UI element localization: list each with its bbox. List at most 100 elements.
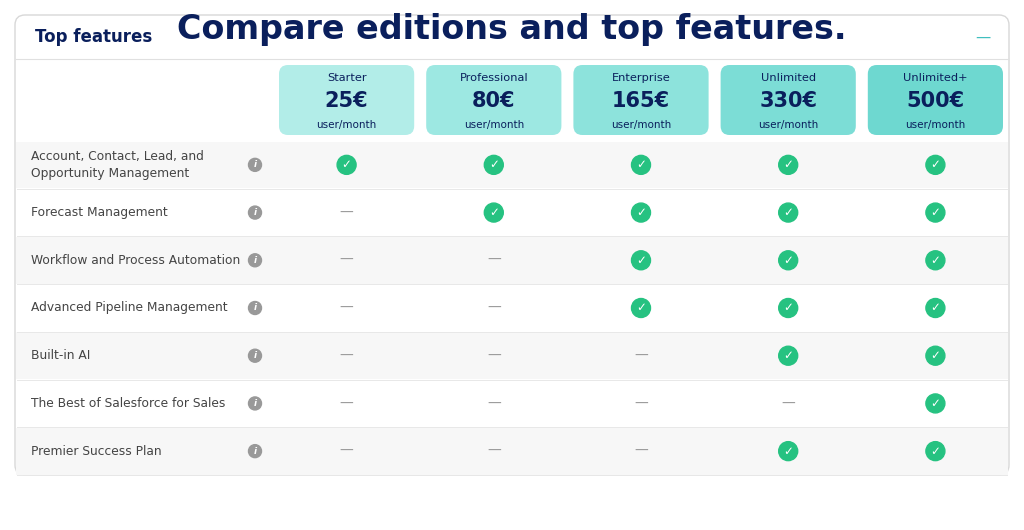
Text: user/month: user/month: [316, 120, 377, 130]
Text: user/month: user/month: [611, 120, 671, 130]
Circle shape: [778, 251, 798, 270]
Text: The Best of Salesforce for Sales: The Best of Salesforce for Sales: [31, 397, 225, 410]
Text: user/month: user/month: [464, 120, 524, 130]
Bar: [16, 285, 1008, 331]
Circle shape: [632, 203, 650, 222]
FancyBboxPatch shape: [15, 15, 1009, 475]
Text: —: —: [340, 301, 353, 315]
Circle shape: [249, 158, 261, 171]
Circle shape: [249, 254, 261, 267]
Text: Workflow and Process Automation: Workflow and Process Automation: [31, 254, 241, 267]
Text: Forecast Management: Forecast Management: [31, 206, 168, 219]
Text: —: —: [340, 253, 353, 267]
Circle shape: [778, 203, 798, 222]
Text: ✓: ✓: [488, 206, 499, 219]
Text: 25€: 25€: [325, 91, 369, 111]
Text: user/month: user/month: [758, 120, 818, 130]
Text: Top features: Top features: [35, 28, 153, 46]
Text: —: —: [340, 444, 353, 458]
Text: ✓: ✓: [783, 206, 794, 219]
Circle shape: [249, 302, 261, 314]
Bar: [16, 428, 1008, 474]
Text: ✓: ✓: [931, 254, 940, 267]
Text: i: i: [253, 304, 257, 313]
Circle shape: [778, 441, 798, 461]
FancyBboxPatch shape: [573, 65, 709, 135]
Text: —: —: [634, 349, 648, 363]
Text: ✓: ✓: [342, 158, 351, 171]
Circle shape: [926, 346, 945, 365]
Text: —: —: [487, 349, 501, 363]
Text: ✓: ✓: [636, 254, 646, 267]
Bar: [16, 189, 1008, 236]
Text: ✓: ✓: [931, 397, 940, 410]
Circle shape: [926, 394, 945, 413]
Text: ✓: ✓: [931, 302, 940, 314]
Circle shape: [926, 441, 945, 461]
Text: 330€: 330€: [759, 91, 817, 111]
Text: ✓: ✓: [783, 158, 794, 171]
Bar: [16, 332, 1008, 379]
Circle shape: [632, 251, 650, 270]
Circle shape: [249, 349, 261, 362]
Text: —: —: [487, 444, 501, 458]
Circle shape: [484, 203, 504, 222]
Text: i: i: [253, 447, 257, 456]
Text: 165€: 165€: [612, 91, 670, 111]
Circle shape: [926, 155, 945, 174]
Text: i: i: [253, 351, 257, 360]
FancyBboxPatch shape: [279, 65, 414, 135]
Text: —: —: [487, 301, 501, 315]
Text: Enterprise: Enterprise: [611, 73, 671, 83]
Text: ✓: ✓: [636, 206, 646, 219]
Text: 80€: 80€: [472, 91, 515, 111]
Text: —: —: [634, 396, 648, 410]
Text: Premier Success Plan: Premier Success Plan: [31, 445, 162, 457]
FancyBboxPatch shape: [867, 65, 1002, 135]
Text: Professional: Professional: [460, 73, 528, 83]
Text: ✓: ✓: [488, 158, 499, 171]
Text: ✓: ✓: [783, 349, 794, 362]
Circle shape: [926, 251, 945, 270]
Circle shape: [632, 155, 650, 174]
Text: ✓: ✓: [783, 254, 794, 267]
Text: ✓: ✓: [783, 302, 794, 314]
Circle shape: [337, 155, 356, 174]
Text: ✓: ✓: [931, 206, 940, 219]
Text: Compare editions and top features.: Compare editions and top features.: [177, 13, 847, 47]
Text: —: —: [340, 349, 353, 363]
Circle shape: [926, 298, 945, 317]
Text: i: i: [253, 161, 257, 170]
Text: —: —: [976, 30, 991, 45]
Text: Unlimited+: Unlimited+: [903, 73, 968, 83]
Circle shape: [249, 397, 261, 410]
Text: —: —: [340, 206, 353, 219]
Circle shape: [249, 445, 261, 457]
Text: i: i: [253, 208, 257, 217]
Text: —: —: [340, 396, 353, 410]
Text: —: —: [487, 253, 501, 267]
Text: ✓: ✓: [783, 445, 794, 457]
FancyBboxPatch shape: [721, 65, 856, 135]
Text: Built-in AI: Built-in AI: [31, 349, 90, 362]
Text: ✓: ✓: [931, 349, 940, 362]
Text: user/month: user/month: [905, 120, 966, 130]
Text: Advanced Pipeline Management: Advanced Pipeline Management: [31, 302, 227, 314]
Text: Starter: Starter: [327, 73, 367, 83]
Circle shape: [484, 155, 504, 174]
Circle shape: [778, 298, 798, 317]
Text: —: —: [781, 396, 795, 410]
Bar: [16, 380, 1008, 427]
Circle shape: [632, 298, 650, 317]
Text: ✓: ✓: [931, 158, 940, 171]
Bar: [16, 142, 1008, 188]
Text: ✓: ✓: [636, 302, 646, 314]
Text: Account, Contact, Lead, and
Opportunity Management: Account, Contact, Lead, and Opportunity …: [31, 150, 204, 180]
Circle shape: [926, 203, 945, 222]
Circle shape: [778, 346, 798, 365]
Text: —: —: [634, 444, 648, 458]
Text: ✓: ✓: [931, 445, 940, 457]
Text: i: i: [253, 256, 257, 265]
Bar: [16, 237, 1008, 284]
Circle shape: [778, 155, 798, 174]
